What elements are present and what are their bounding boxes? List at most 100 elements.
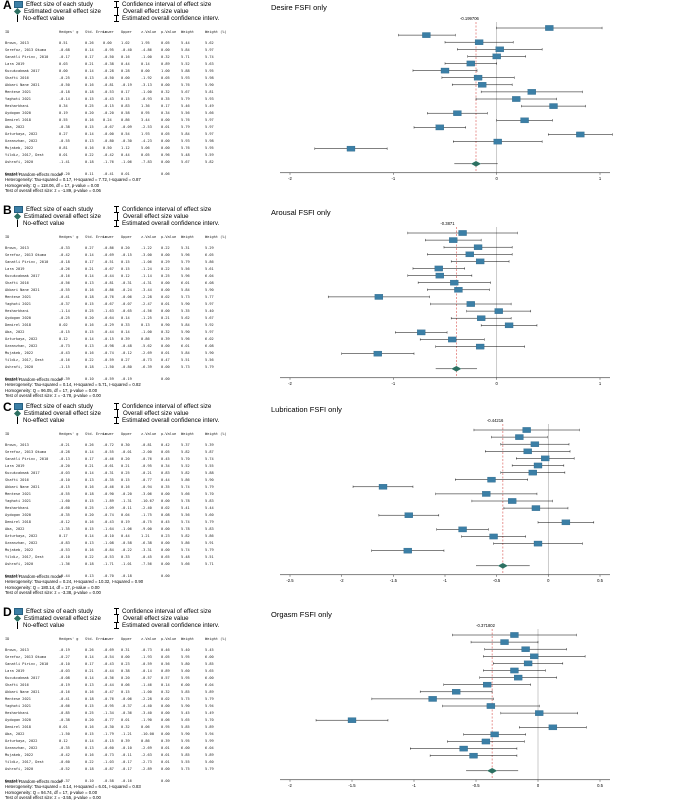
table-cell: 0.13 <box>85 478 94 482</box>
table-cell: -2.73 <box>141 760 152 764</box>
legend-overall-ci: Estimated overall confidence interv. <box>114 417 219 424</box>
table-cell: 0.28 <box>121 69 130 73</box>
table-cell: -1.25 <box>141 316 152 320</box>
column-header: z-Value <box>141 637 157 641</box>
table-cell: 0.18 <box>85 562 94 566</box>
x-tick-label: -1.5 <box>390 578 398 583</box>
effect-size-marker <box>494 308 503 314</box>
table-cell: 0.34 <box>161 464 170 468</box>
table-cell: -0.95 <box>103 704 114 708</box>
table-cell: 5.89 <box>205 725 214 729</box>
x-tick-label: 0 <box>495 381 498 386</box>
table-cell: 0.21 <box>121 464 130 468</box>
table-cell: -0.56 <box>59 281 70 285</box>
model-summary: Model: Random-effects model Heterogeneity… <box>5 172 245 193</box>
column-header: Upper <box>121 637 132 641</box>
table-cell: 5.93 <box>205 97 214 101</box>
effect-size-marker <box>475 343 485 350</box>
table-cell: 0.39 <box>121 739 130 743</box>
table-cell: 0.00 <box>161 83 170 87</box>
table-cell: 6.04 <box>205 274 214 278</box>
legend-overall-value: Overall effect size value <box>114 410 189 417</box>
table-cell: -2.53 <box>141 125 152 129</box>
x-tick-label: 0.5 <box>597 783 603 788</box>
table-cell: 5.52 <box>181 62 190 66</box>
table-cell: -0.17 <box>121 760 132 764</box>
table-cell: 0.01 <box>59 153 68 157</box>
effect-size-marker <box>458 230 467 236</box>
table-cell: -0.44 <box>59 574 70 578</box>
table-cell: 5.06 <box>141 146 150 150</box>
table-cell: 6.01 <box>181 344 190 348</box>
forest-svg: -0.371802 -2 -1.5 -1 -0.5 0 0.5 <box>280 623 610 788</box>
table-cell: Mujakeb, 2022 <box>5 351 34 355</box>
legend-overall-value-symbol <box>117 213 118 220</box>
table-cell: -0.50 <box>59 83 70 87</box>
table-cell: -0.40 <box>121 48 132 52</box>
table-cell: 5.94 <box>205 732 214 736</box>
table-cell: 0.24 <box>103 118 112 122</box>
table-cell: 5.44 <box>181 41 190 45</box>
effect-size-marker <box>481 738 491 745</box>
table-cell: 5.74 <box>205 55 214 59</box>
model-summary: Model: Random-effects model Heterogeneity… <box>5 779 245 800</box>
table-cell: -0.41 <box>59 295 70 299</box>
table-cell: -0.41 <box>59 697 70 701</box>
table-cell: 0.16 <box>85 753 94 757</box>
table-cell: -0.50 <box>103 55 114 59</box>
table-cell: -5.62 <box>141 344 152 348</box>
effect-size-marker <box>347 717 357 723</box>
table-cell: -0.06 <box>121 295 132 299</box>
table-cell: 0.25 <box>85 309 94 313</box>
table-cell: 0.19 <box>59 111 68 115</box>
model-line: Heterogeneity: Tau-squared = 0.14, H-squ… <box>5 784 141 790</box>
table-cell: 5.81 <box>205 90 214 94</box>
table-cell: -0.80 <box>103 139 114 143</box>
table-cell: -0.74 <box>103 513 114 517</box>
table-cell: 5.44 <box>205 506 214 510</box>
table-cell: 0.20 <box>121 457 130 461</box>
table-cell: 0.00 <box>161 344 170 348</box>
table-cell: 1.21 <box>141 534 150 538</box>
table-cell: 0.42 <box>161 443 170 447</box>
column-header: Hedges' g <box>59 30 79 34</box>
legend-overall-ci: Estimated overall confidence interv. <box>114 622 219 629</box>
effect-size-marker <box>459 745 468 752</box>
table-cell: 5.79 <box>181 97 190 101</box>
column-header: Std. Error <box>85 432 107 436</box>
table-cell: 5.40 <box>205 309 214 313</box>
effect-size-marker <box>549 103 558 109</box>
table-cell: Akbari Nane 2021 <box>5 690 40 694</box>
table-cell: 0.86 <box>141 337 150 341</box>
legend: Effect size of each study Estimated overa… <box>13 403 314 433</box>
table-cell: 5.85 <box>181 690 190 694</box>
table-cell: -0.85 <box>59 711 70 715</box>
table-cell: 0.14 <box>85 739 94 743</box>
table-cell: 5.61 <box>205 267 214 271</box>
effect-size-marker <box>531 505 541 511</box>
table-cell: 0.15 <box>121 260 130 264</box>
table-cell: Demirel 2018 <box>5 118 31 122</box>
legend-ci-symbol <box>114 1 119 8</box>
table-cell: 5.60 <box>205 760 214 764</box>
effect-size-marker <box>475 258 485 265</box>
table-cell: 0.27 <box>121 358 130 362</box>
forest-panel-c: C Effect size of each study Estimated over… <box>0 400 675 602</box>
effect-size-marker <box>541 455 550 462</box>
effect-size-marker <box>492 53 501 60</box>
table-cell: 5.90 <box>205 351 214 355</box>
table-cell: 0.00 <box>161 711 170 715</box>
table-cell: 5.84 <box>181 323 190 327</box>
legend-ci-label: Confidence interval of effect size <box>122 608 212 616</box>
table-cell: Shafti 2016 <box>5 76 29 80</box>
x-tick-label: -2.5 <box>286 578 294 583</box>
table-cell: Ozturkaya, 2022 <box>5 534 38 538</box>
table-cell: 0.00 <box>161 767 170 771</box>
table-cell: 5.67 <box>181 160 190 164</box>
table-cell: -0.51 <box>103 260 114 264</box>
table-cell: 5.85 <box>205 662 214 666</box>
table-cell: -0.39 <box>59 377 70 381</box>
table-cell: -0.53 <box>59 548 70 552</box>
table-cell: 0.26 <box>85 41 94 45</box>
table-cell: -0.72 <box>103 443 114 447</box>
